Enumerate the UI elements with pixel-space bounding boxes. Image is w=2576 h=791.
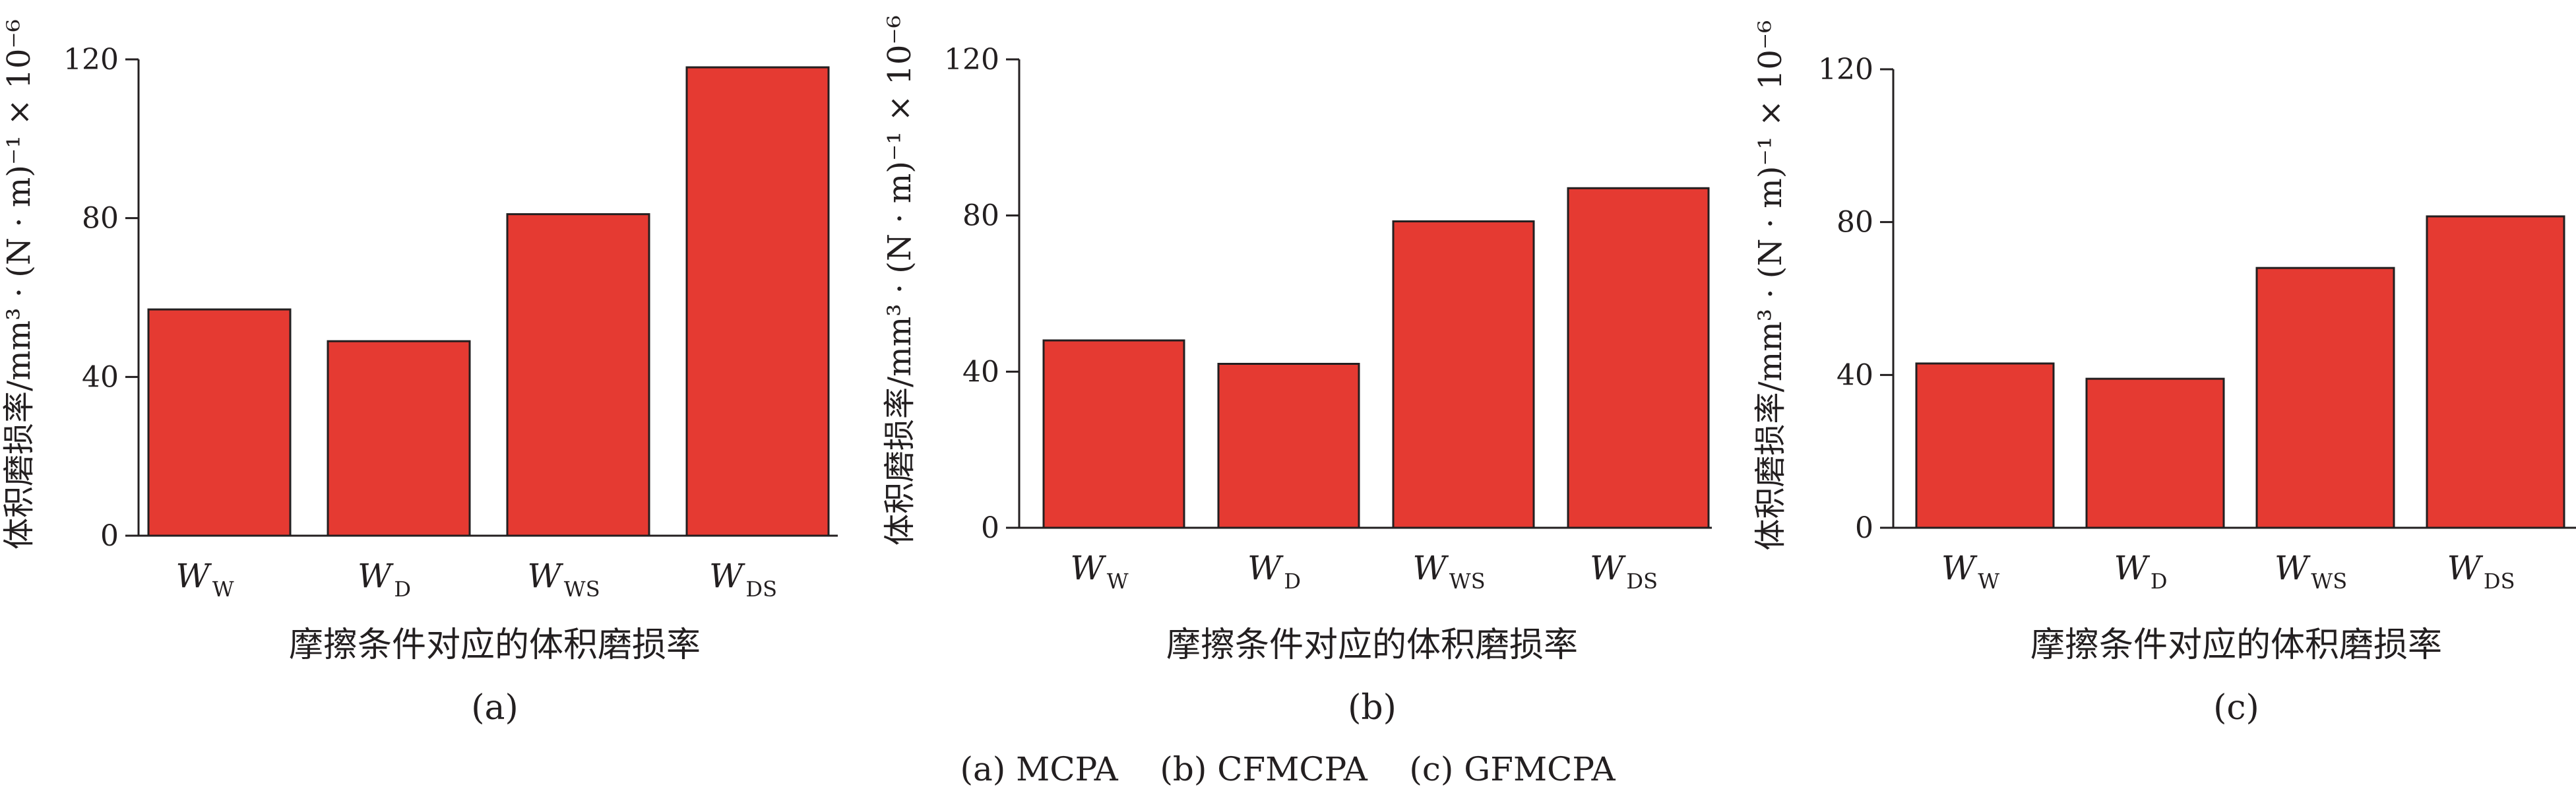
y-tick-label: 40	[82, 360, 119, 394]
bar-ds	[2426, 215, 2565, 529]
x-axis-label: 摩擦条件对应的体积磨损率	[1166, 625, 1578, 665]
y-tick-label: 40	[962, 355, 999, 389]
bar-ds	[685, 66, 830, 537]
y-tick-label: 0	[1855, 511, 1873, 545]
x-tick-label: W WS	[1412, 549, 1485, 594]
x-tick-label: W DS	[709, 557, 777, 602]
bar-ds	[1567, 187, 1710, 529]
x-axis-label: 摩擦条件对应的体积磨损率	[289, 625, 701, 665]
x-tick-label: W DS	[1590, 549, 1658, 594]
y-tick-label: 0	[981, 511, 999, 545]
y-tick-label: 80	[1837, 206, 1873, 239]
y-tick-label: 120	[63, 43, 119, 77]
bar-d	[1217, 363, 1360, 529]
bar-ws	[1392, 220, 1535, 529]
bar-ws	[506, 213, 650, 537]
bar-w	[147, 308, 292, 537]
y-axis-label: 体积磨损率/mm³ · (N · m)⁻¹ × 10⁻⁶	[1, 19, 38, 550]
bar-ws	[2255, 267, 2395, 529]
bar-w	[1042, 339, 1185, 529]
panel-caption: (c)	[2213, 688, 2259, 728]
x-tick-label: W WS	[2275, 549, 2347, 594]
x-axis-label: 摩擦条件对应的体积磨损率	[2030, 625, 2442, 665]
y-tick-label: 80	[962, 199, 999, 233]
bar-w	[1915, 362, 2055, 529]
y-axis-label: 体积磨损率/mm³ · (N · m)⁻¹ × 10⁻⁶	[1752, 20, 1789, 551]
y-tick-label: 120	[1818, 53, 1873, 86]
bar-d	[327, 340, 471, 537]
figure-legend-caption: (a) MCPA (b) CFMCPA (c) GFMCPA	[960, 750, 1616, 788]
chart-panel-1: 0 40 80 120 W W W D W WS W DS 摩擦条件对应的体积磨损率 (b) 体积磨损率/m…	[881, 15, 1712, 728]
y-axis-label: 体积磨损率/mm³ · (N · m)⁻¹ × 10⁻⁶	[881, 15, 918, 546]
x-tick-label: W DS	[2447, 549, 2515, 594]
panel-caption: (a)	[471, 688, 518, 728]
bar-d	[2085, 377, 2225, 529]
y-tick-label: 0	[100, 519, 119, 553]
x-tick-label: W WS	[527, 557, 600, 602]
y-tick-label: 40	[1837, 358, 1873, 392]
y-tick-label: 120	[944, 43, 999, 77]
panel-caption: (b)	[1348, 688, 1397, 728]
y-tick-label: 80	[82, 202, 119, 236]
